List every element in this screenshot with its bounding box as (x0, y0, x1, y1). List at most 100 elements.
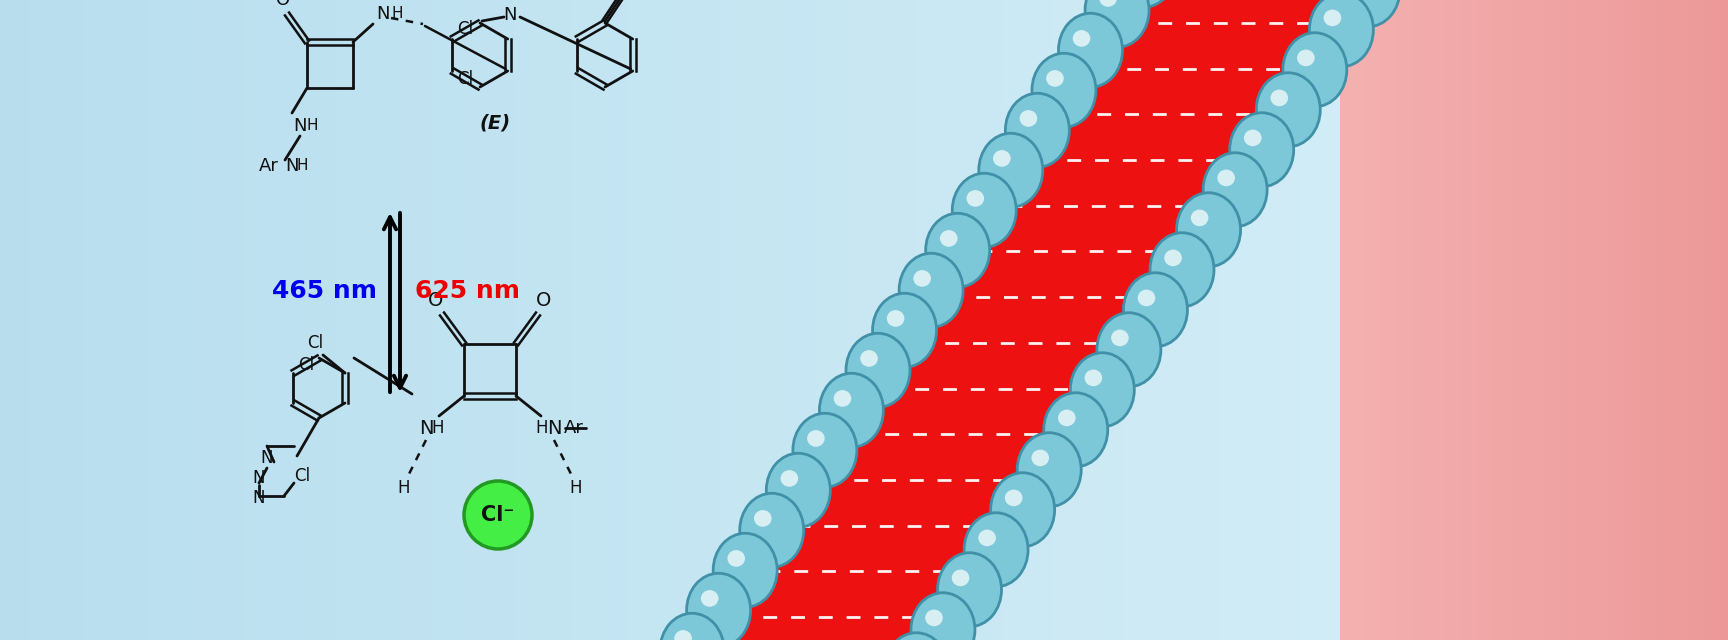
Polygon shape (1204, 0, 1211, 640)
Text: Ar: Ar (259, 157, 278, 175)
Polygon shape (1581, 0, 1586, 640)
Polygon shape (1175, 0, 1180, 640)
Polygon shape (256, 0, 261, 640)
Polygon shape (982, 0, 987, 640)
Polygon shape (890, 0, 895, 640)
Polygon shape (954, 0, 961, 640)
Polygon shape (708, 0, 714, 640)
Polygon shape (1063, 0, 1068, 640)
Polygon shape (804, 0, 809, 640)
Polygon shape (1541, 0, 1548, 640)
Polygon shape (1256, 0, 1263, 640)
Polygon shape (458, 0, 463, 640)
Polygon shape (492, 0, 498, 640)
Ellipse shape (766, 453, 831, 527)
Polygon shape (90, 0, 97, 640)
Polygon shape (1452, 0, 1457, 640)
Polygon shape (1344, 0, 1350, 640)
Polygon shape (1265, 0, 1272, 640)
Polygon shape (245, 0, 252, 640)
Polygon shape (548, 0, 555, 640)
Polygon shape (691, 0, 696, 640)
Polygon shape (1299, 0, 1306, 640)
Polygon shape (1310, 0, 1315, 640)
Polygon shape (1521, 0, 1526, 640)
Polygon shape (26, 0, 31, 640)
Ellipse shape (727, 550, 745, 567)
Ellipse shape (1324, 10, 1341, 26)
Polygon shape (1037, 0, 1042, 640)
Polygon shape (1261, 0, 1267, 640)
Polygon shape (1244, 0, 1249, 640)
Polygon shape (1291, 0, 1298, 640)
Polygon shape (332, 0, 339, 640)
Polygon shape (1210, 0, 1215, 640)
Polygon shape (1688, 0, 1695, 640)
Polygon shape (52, 0, 57, 640)
Polygon shape (712, 0, 719, 640)
Polygon shape (1438, 0, 1445, 640)
Polygon shape (1377, 0, 1384, 640)
Polygon shape (29, 0, 36, 640)
Polygon shape (375, 0, 382, 640)
Text: Cl: Cl (458, 70, 473, 88)
Polygon shape (1490, 0, 1496, 640)
Ellipse shape (938, 553, 1002, 627)
Polygon shape (1161, 0, 1168, 640)
Polygon shape (1109, 0, 1116, 640)
Polygon shape (444, 0, 451, 640)
Polygon shape (570, 0, 575, 640)
Polygon shape (1503, 0, 1509, 640)
Polygon shape (579, 0, 584, 640)
Polygon shape (1066, 0, 1073, 640)
Polygon shape (1127, 0, 1134, 640)
Text: N: N (503, 6, 517, 24)
Polygon shape (233, 0, 238, 640)
Polygon shape (518, 0, 524, 640)
Polygon shape (340, 0, 347, 640)
Polygon shape (1403, 0, 1410, 640)
Polygon shape (505, 0, 511, 640)
Polygon shape (778, 0, 783, 640)
Polygon shape (873, 0, 878, 640)
Ellipse shape (978, 133, 1042, 207)
Polygon shape (259, 0, 264, 640)
Polygon shape (1092, 0, 1099, 640)
Ellipse shape (966, 190, 983, 207)
Polygon shape (842, 0, 848, 640)
Text: N: N (252, 469, 266, 487)
Polygon shape (1552, 0, 1557, 640)
Polygon shape (1192, 0, 1198, 640)
Polygon shape (116, 0, 123, 640)
Polygon shape (130, 0, 135, 640)
Ellipse shape (686, 573, 750, 640)
Polygon shape (463, 0, 468, 640)
Ellipse shape (833, 390, 852, 407)
Polygon shape (916, 0, 921, 640)
Polygon shape (0, 0, 5, 640)
Ellipse shape (807, 430, 824, 447)
Ellipse shape (1282, 33, 1346, 107)
Polygon shape (1227, 0, 1232, 640)
Polygon shape (1102, 0, 1108, 640)
Ellipse shape (1073, 30, 1090, 47)
Polygon shape (988, 0, 995, 640)
Polygon shape (1132, 0, 1137, 640)
Text: H: H (536, 419, 548, 437)
Polygon shape (757, 0, 762, 640)
Polygon shape (164, 0, 169, 640)
Polygon shape (950, 0, 956, 640)
Polygon shape (1144, 0, 1151, 640)
Ellipse shape (1298, 49, 1315, 66)
Polygon shape (1586, 0, 1591, 640)
Polygon shape (1576, 0, 1583, 640)
Ellipse shape (1059, 13, 1123, 87)
Ellipse shape (1045, 70, 1064, 87)
Polygon shape (453, 0, 460, 640)
Polygon shape (1071, 0, 1077, 640)
Polygon shape (470, 0, 477, 640)
Polygon shape (648, 0, 653, 640)
Polygon shape (596, 0, 601, 640)
Ellipse shape (1006, 490, 1023, 506)
Polygon shape (729, 0, 736, 640)
